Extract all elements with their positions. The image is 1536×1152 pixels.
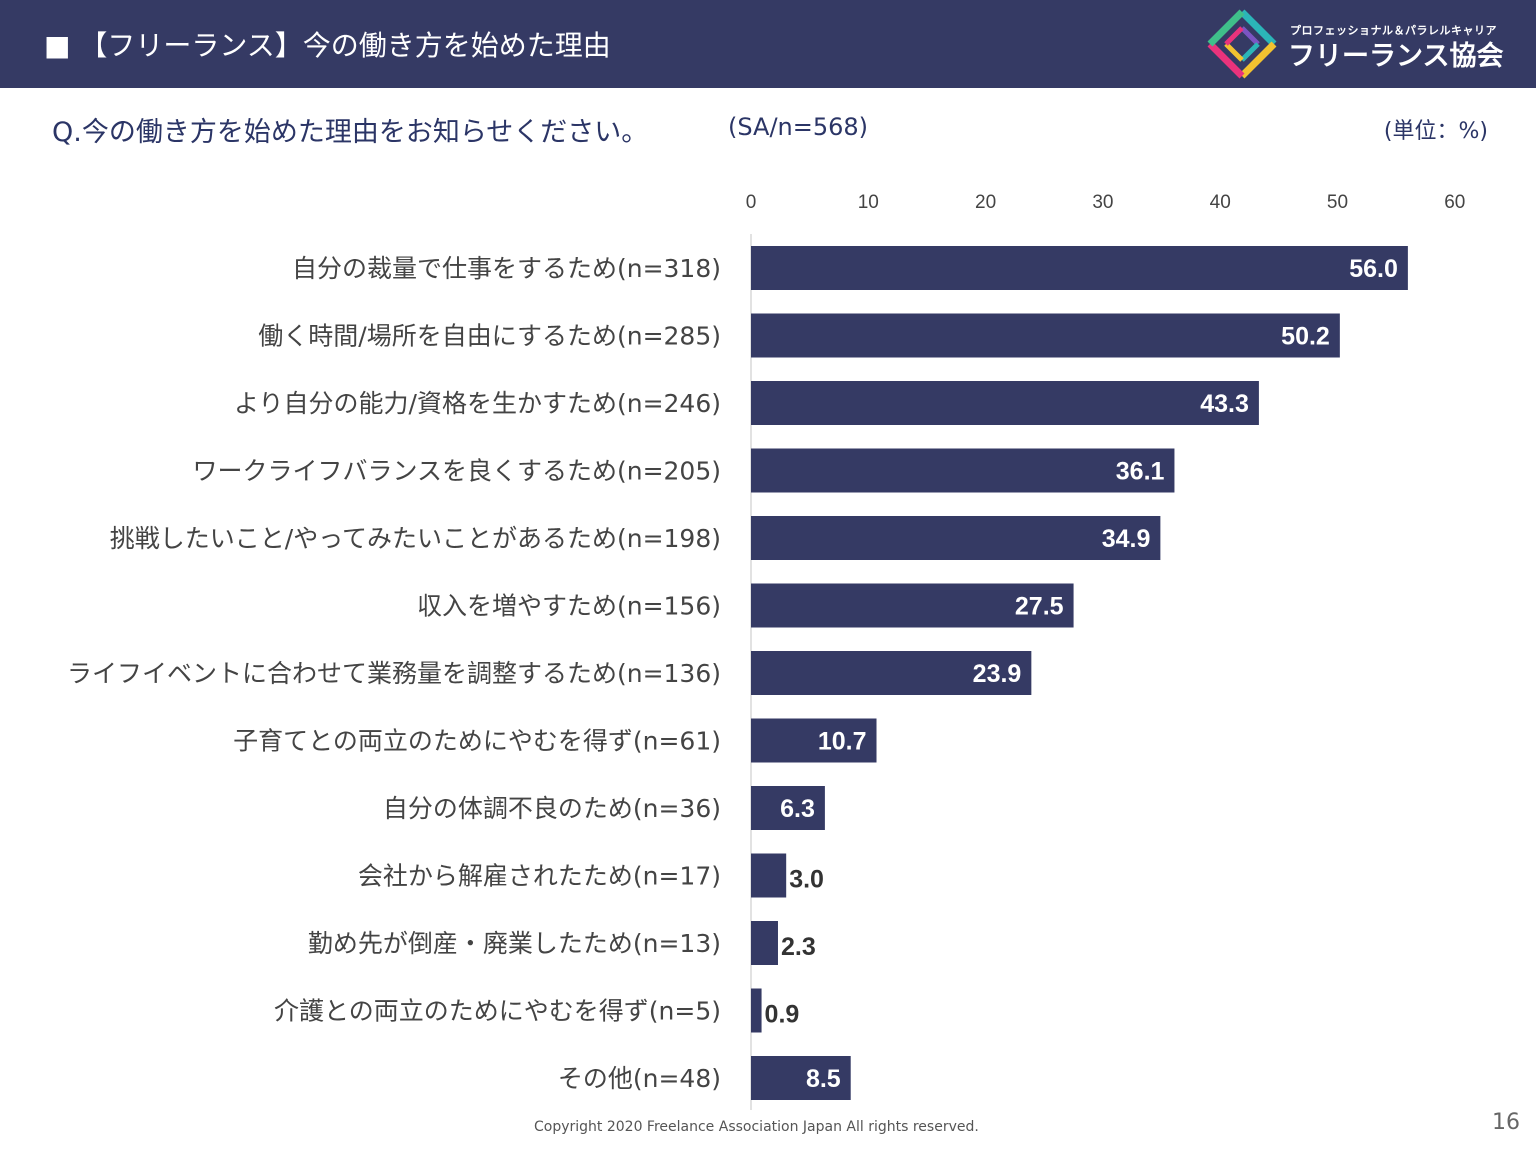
axis-tick-label: 10 <box>858 192 879 213</box>
axis-tick-label: 30 <box>1092 192 1113 213</box>
bar <box>751 1056 851 1100</box>
unit-label: (単位：%) <box>1383 119 1488 144</box>
bar <box>751 516 1161 560</box>
bar-value-label: 36.1 <box>1116 458 1165 486</box>
bar <box>751 988 762 1033</box>
category-label: 自分の裁量で仕事をするため(n=318) <box>292 254 721 283</box>
category-label: 挑戦したいこと/やってみたいことがあるため(n=198) <box>110 524 721 553</box>
bar-value-label: 3.0 <box>789 866 824 894</box>
bar <box>751 921 778 965</box>
bar-value-label: 0.9 <box>765 1001 800 1029</box>
page-title: ■ 【フリーランス】今の働き方を始めた理由 <box>44 29 611 62</box>
bar-value-label: 8.5 <box>806 1065 841 1093</box>
logo-subtitle: プロフェッショナル＆パラレルキャリア <box>1290 24 1497 37</box>
category-label: 自分の体調不良のため(n=36) <box>383 794 721 823</box>
axis-tick-label: 40 <box>1210 192 1231 213</box>
axis-tick-label: 20 <box>975 192 996 213</box>
category-label: ライフイベントに合わせて業務量を調整するため(n=136) <box>67 659 721 688</box>
bar-value-label: 34.9 <box>1102 525 1151 553</box>
bar-value-label: 50.2 <box>1281 323 1330 351</box>
bar-value-label: 23.9 <box>973 660 1022 688</box>
category-label: 働く時間/場所を自由にするため(n=285) <box>258 322 721 351</box>
category-label: より自分の能力/資格を生かすため(n=246) <box>234 389 721 418</box>
axis-tick-label: 0 <box>746 192 757 213</box>
axis-tick-label: 50 <box>1327 192 1348 213</box>
bar <box>751 583 1074 628</box>
axis-tick-label: 60 <box>1444 192 1465 213</box>
bar-value-label: 43.3 <box>1200 390 1249 418</box>
category-label: その他(n=48) <box>558 1064 721 1093</box>
copyright-text: Copyright 2020 Freelance Association Jap… <box>534 1119 979 1135</box>
bar <box>751 246 1408 290</box>
category-label: 子育てとの両立のためにやむを得ず(n=61) <box>233 727 721 756</box>
category-label: 会社から解雇されたため(n=17) <box>358 862 721 891</box>
bar <box>751 448 1175 493</box>
page-number: 16 <box>1492 1110 1520 1135</box>
sample-size: (SA/n=568) <box>728 113 869 141</box>
category-label: 勤め先が倒産・廃業したため(n=13) <box>308 929 721 958</box>
category-label: 介護との両立のためにやむを得ず(n=5) <box>274 997 721 1026</box>
logo-title: フリーランス協会 <box>1288 41 1504 72</box>
bar-value-label: 27.5 <box>1015 593 1064 621</box>
bar-value-label: 56.0 <box>1349 255 1398 283</box>
bar-value-label: 10.7 <box>818 728 867 756</box>
category-label: ワークライフバランスを良くするため(n=205) <box>192 457 721 486</box>
bar <box>751 381 1259 425</box>
bar <box>751 786 825 830</box>
header-bar: ■ 【フリーランス】今の働き方を始めた理由 プロフェッショナル＆パラレルキャリア… <box>0 0 1536 88</box>
bar <box>751 651 1032 695</box>
bar <box>751 853 787 898</box>
question-text: Q.今の働き方を始めた理由をお知らせください。 <box>52 117 649 148</box>
bar <box>751 718 877 763</box>
category-label: 収入を増やすため(n=156) <box>417 592 721 621</box>
bar-value-label: 6.3 <box>780 795 815 823</box>
bar-value-label: 2.3 <box>781 933 816 961</box>
association-logo-icon <box>1207 9 1277 79</box>
bar <box>751 313 1340 358</box>
